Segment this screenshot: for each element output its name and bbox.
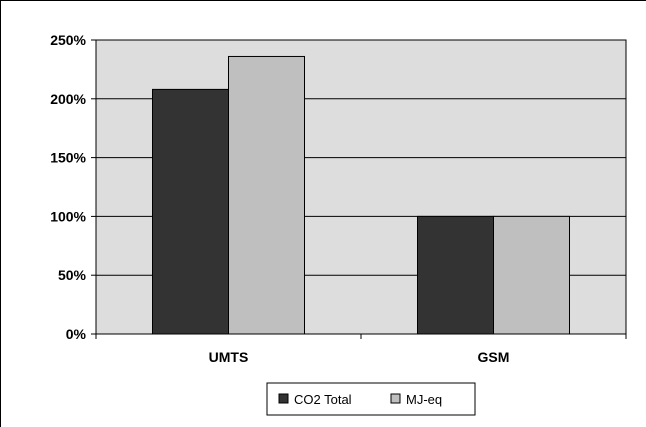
y-tick-label: 50%	[58, 267, 87, 283]
bar-umts-co2-total	[152, 88, 229, 335]
x-category-label: UMTS	[209, 349, 249, 365]
legend-swatch	[278, 393, 289, 404]
bar-umts-mj-eq	[228, 55, 305, 335]
legend-label: CO2 Total	[294, 392, 352, 407]
x-category-label: GSM	[478, 349, 510, 365]
legend-swatch	[390, 393, 401, 404]
y-tick-label: 250%	[50, 32, 86, 48]
y-tick-label: 150%	[50, 150, 86, 166]
legend-label: MJ-eq	[406, 392, 442, 407]
bar-gsm-mj-eq	[493, 215, 570, 335]
y-tick-label: 100%	[50, 208, 86, 224]
y-tick-label: 0%	[66, 326, 87, 342]
y-tick-label: 200%	[50, 91, 86, 107]
legend	[266, 382, 476, 416]
bar-gsm-co2-total	[417, 215, 494, 335]
